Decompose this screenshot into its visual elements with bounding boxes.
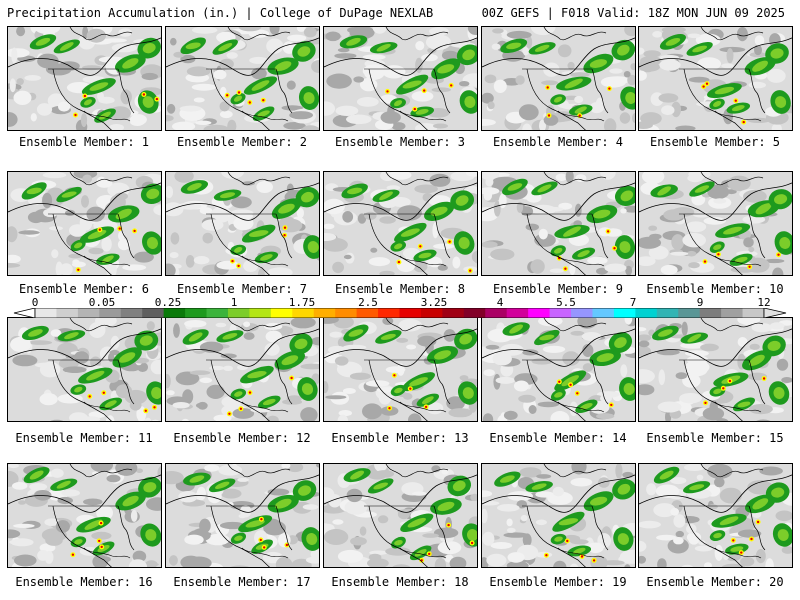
ensemble-member-map: [165, 317, 320, 422]
ensemble-member-map: [481, 171, 636, 276]
chart-title: Precipitation Accumulation (in.) | Colle…: [7, 6, 434, 20]
ensemble-member-label: Ensemble Member: 7: [176, 282, 308, 296]
ensemble-member-label: Ensemble Member: 20: [646, 575, 784, 589]
ensemble-member-map: [165, 463, 320, 568]
ensemble-member-label: Ensemble Member: 15: [646, 431, 784, 445]
ensemble-member-label: Ensemble Member: 18: [331, 575, 469, 589]
ensemble-member-map: [7, 463, 162, 568]
colorbar-tick-label: 12: [757, 296, 771, 309]
ensemble-member-map: [481, 317, 636, 422]
ensemble-member-label: Ensemble Member: 2: [176, 135, 308, 149]
colorbar-tick-label: 4: [496, 296, 504, 309]
ensemble-member-label: Ensemble Member: 19: [489, 575, 627, 589]
ensemble-member-map: [638, 463, 793, 568]
colorbar-tick-label: 9: [696, 296, 704, 309]
colorbar-tick-label: 3.25: [420, 296, 448, 309]
ensemble-member-map: [7, 171, 162, 276]
ensemble-member-map: [323, 26, 478, 131]
colorbar-tick-label: 7: [629, 296, 637, 309]
ensemble-member-label: Ensemble Member: 1: [18, 135, 150, 149]
ensemble-member-label: Ensemble Member: 8: [334, 282, 466, 296]
colorbar-tick-label: 1.75: [288, 296, 316, 309]
colorbar-tick-label: 1: [230, 296, 238, 309]
ensemble-member-map: [7, 26, 162, 131]
ensemble-member-map: [323, 317, 478, 422]
ensemble-member-label: Ensemble Member: 12: [173, 431, 311, 445]
ensemble-member-label: Ensemble Member: 17: [173, 575, 311, 589]
ensemble-member-label: Ensemble Member: 11: [15, 431, 153, 445]
ensemble-member-map: [165, 171, 320, 276]
precip-colorbar: 0 0.05 0.25 1 1.75 2.5 3.25 4 5.5 7 9 12: [0, 296, 800, 320]
ensemble-member-label: Ensemble Member: 14: [489, 431, 627, 445]
ensemble-member-map: [323, 171, 478, 276]
ensemble-member-label: Ensemble Member: 6: [18, 282, 150, 296]
ensemble-member-label: Ensemble Member: 9: [492, 282, 624, 296]
valid-time-label: 00Z GEFS | F018 Valid: 18Z MON JUN 09 20…: [481, 6, 785, 20]
ensemble-member-label: Ensemble Member: 4: [492, 135, 624, 149]
ensemble-member-label: Ensemble Member: 5: [649, 135, 781, 149]
colorbar-tick-label: 5.5: [556, 296, 576, 309]
colorbar-tick-label: 2.5: [358, 296, 378, 309]
ensemble-member-map: [323, 463, 478, 568]
ensemble-member-map: [638, 26, 793, 131]
colorbar-tick-label: 0.05: [88, 296, 116, 309]
ensemble-member-label: Ensemble Member: 13: [331, 431, 469, 445]
ensemble-member-map: [481, 463, 636, 568]
ensemble-member-label: Ensemble Member: 16: [15, 575, 153, 589]
ensemble-member-label: Ensemble Member: 10: [646, 282, 784, 296]
ensemble-member-map: [7, 317, 162, 422]
colorbar-tick-label: 0: [31, 296, 39, 309]
ensemble-member-map: [638, 171, 793, 276]
ensemble-member-map: [638, 317, 793, 422]
ensemble-member-label: Ensemble Member: 3: [334, 135, 466, 149]
ensemble-member-map: [165, 26, 320, 131]
ensemble-member-map: [481, 26, 636, 131]
colorbar-tick-label: 0.25: [154, 296, 182, 309]
